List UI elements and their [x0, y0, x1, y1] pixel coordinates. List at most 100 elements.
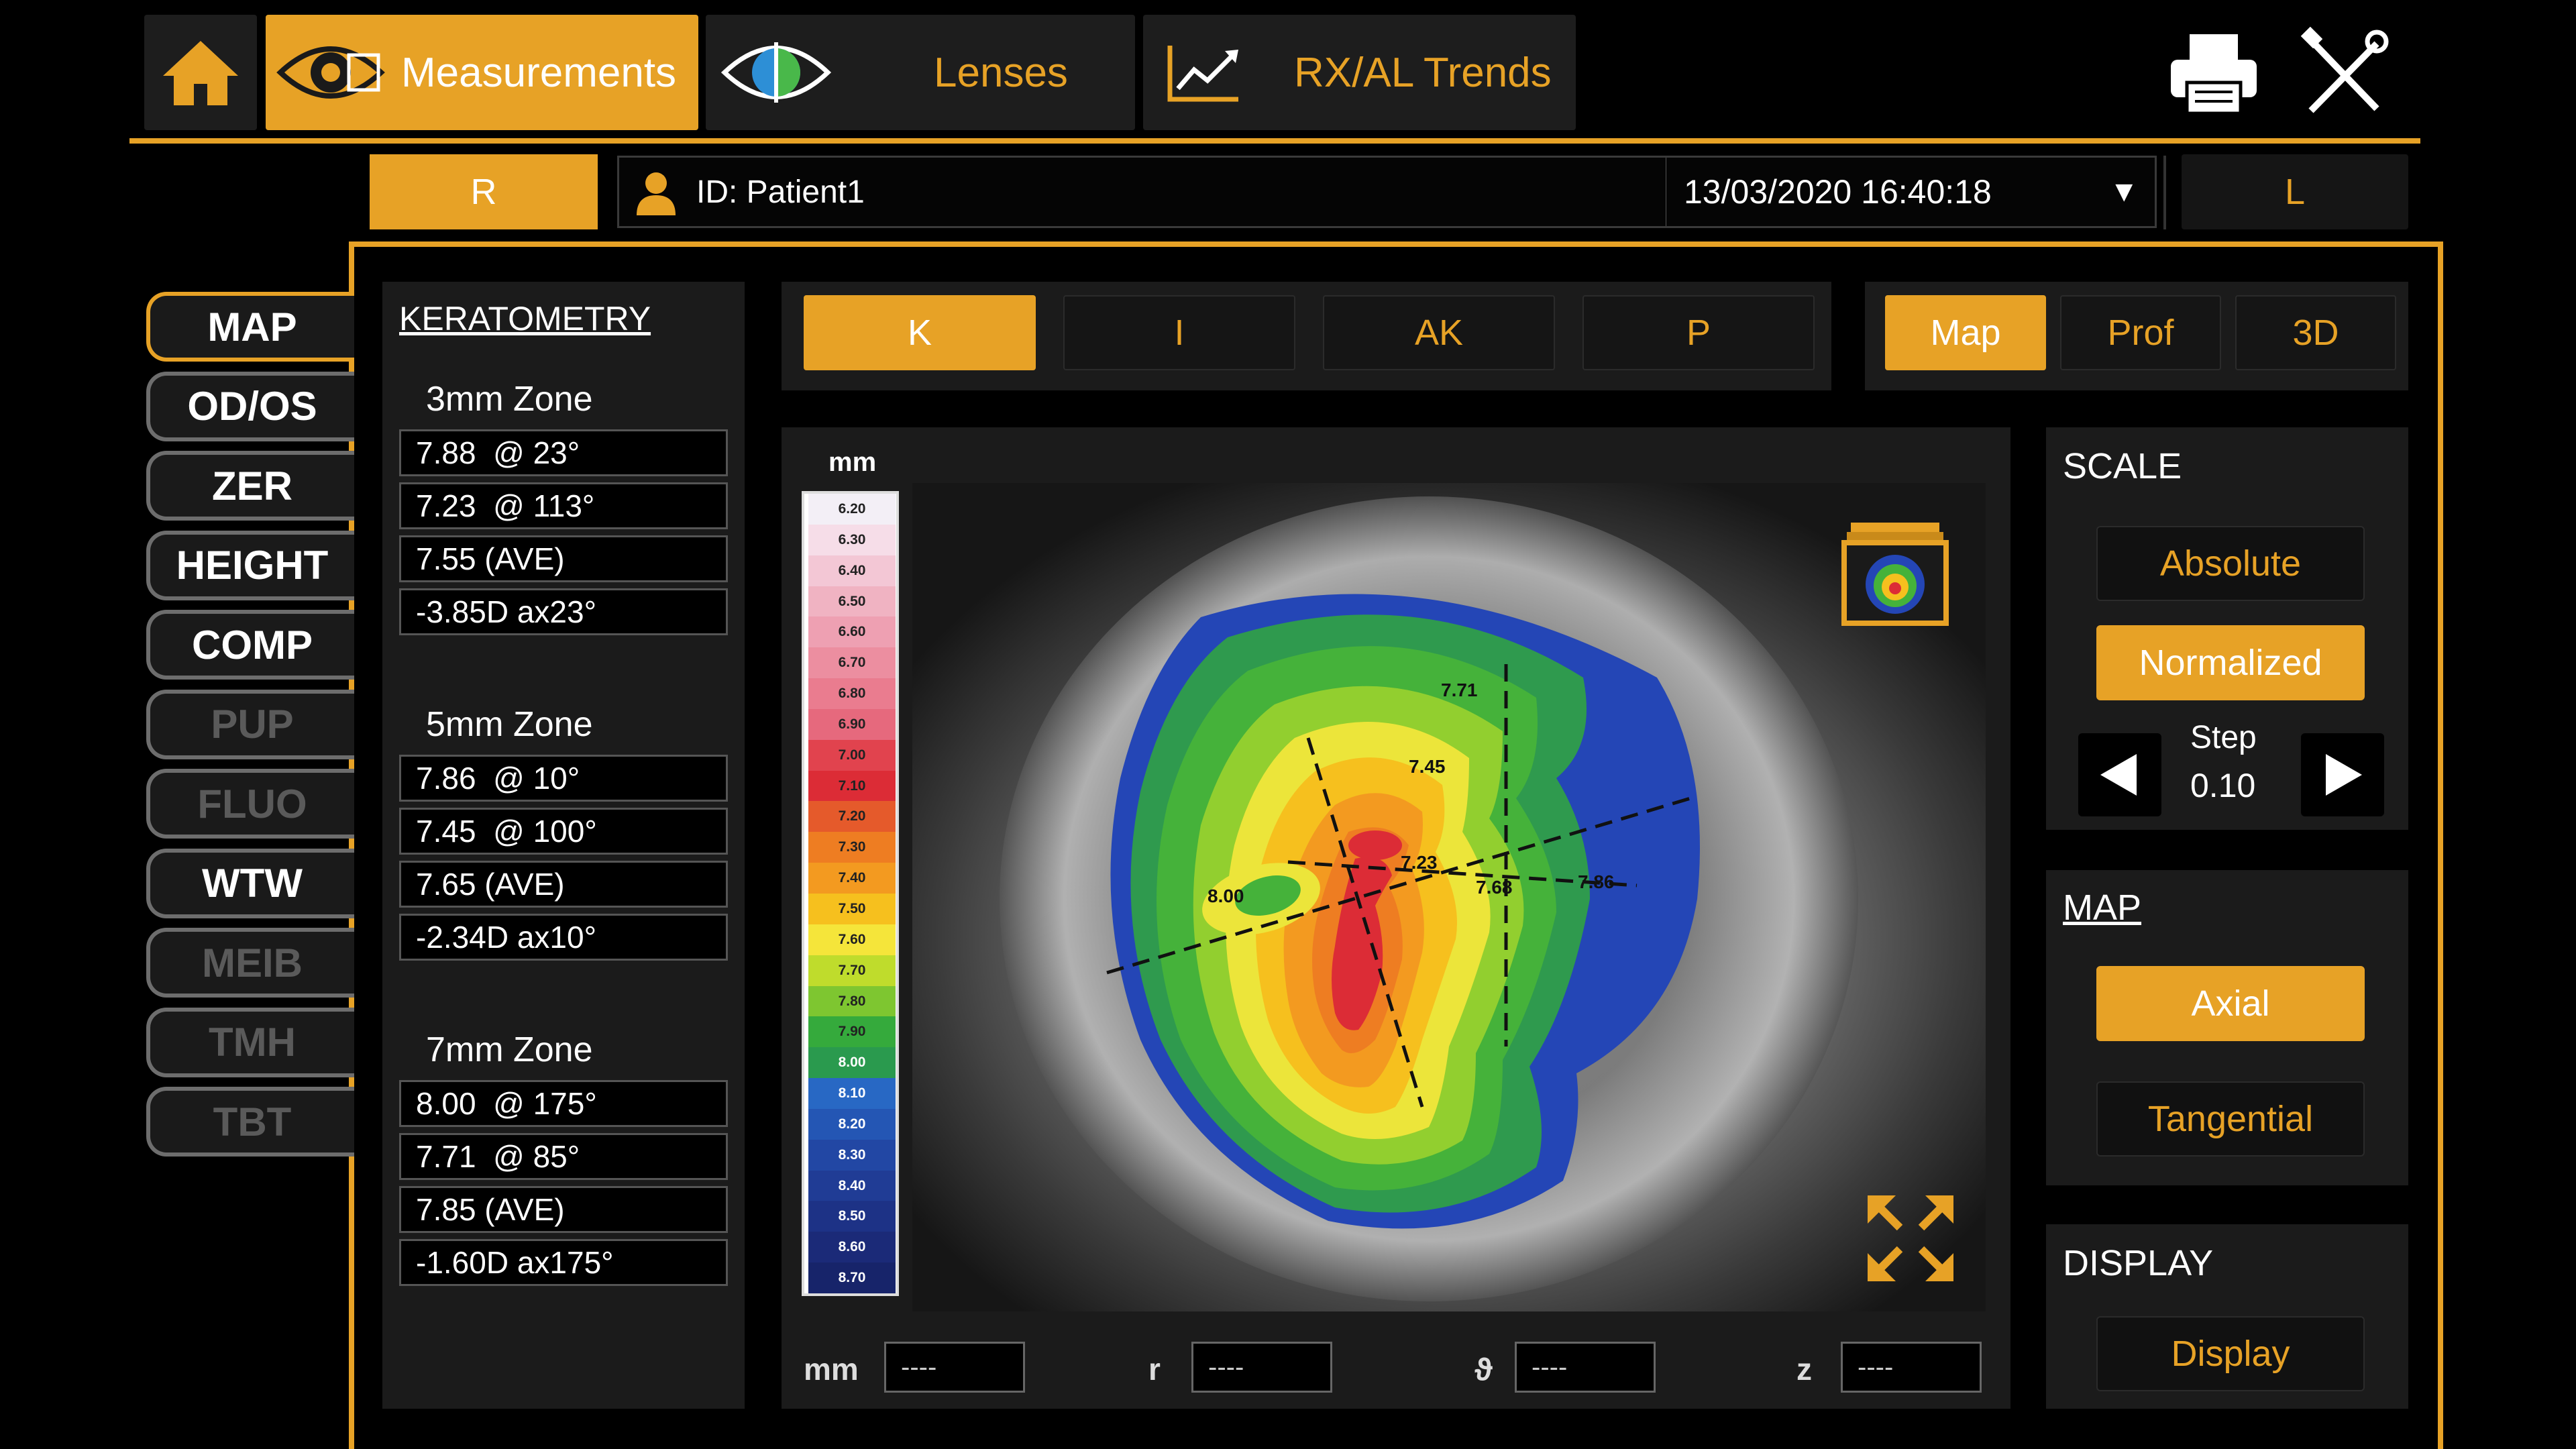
- zone-title: 3mm Zone: [426, 380, 593, 419]
- print-button[interactable]: [2167, 30, 2261, 117]
- side-menu-comp[interactable]: COMP: [146, 610, 354, 680]
- scale-step: 8.60: [808, 1232, 896, 1263]
- scale-step: 8.00: [808, 1047, 896, 1079]
- left-arrow-icon: [2100, 754, 2137, 796]
- side-menu-zer[interactable]: ZER: [146, 451, 354, 521]
- scale-step: 7.90: [808, 1016, 896, 1048]
- expand-button[interactable]: [1865, 1193, 1956, 1284]
- k-value: 7.23 @ 113°: [399, 482, 728, 529]
- patient-bar: ID: Patient1 13/03/2020 16:40:18 ▼: [617, 156, 2157, 228]
- date-dropdown[interactable]: 13/03/2020 16:40:18 ▼: [1669, 160, 2152, 223]
- scale-step: 7.00: [808, 739, 896, 771]
- topo-label-6: 8.00: [1208, 885, 1244, 906]
- scale-step: 8.20: [808, 1108, 896, 1140]
- header-divider: [129, 138, 2420, 144]
- mode-p[interactable]: P: [1582, 295, 1815, 370]
- tab-lenses-label: Lenses: [934, 49, 1068, 96]
- scale-step: 8.10: [808, 1078, 896, 1109]
- scale-step: 6.60: [808, 616, 896, 648]
- scale-step: 6.40: [808, 555, 896, 586]
- corneal-topography-map: 7.71 7.45 7.23 7.68 7.86 8.00: [912, 483, 1986, 1311]
- side-menu-fluo[interactable]: FLUO: [146, 769, 354, 839]
- side-menu-tbt[interactable]: TBT: [146, 1087, 354, 1157]
- scale-step: 7.40: [808, 863, 896, 894]
- k-value: 7.65 (AVE): [399, 861, 728, 908]
- step-value: 0.10: [2190, 767, 2256, 804]
- scale-step: 6.50: [808, 586, 896, 617]
- trend-chart-icon: [1167, 46, 1238, 102]
- axis-lines: [1106, 664, 1691, 1108]
- printer-icon: [2171, 34, 2257, 115]
- tools-icon: [2300, 26, 2389, 113]
- k-value: -1.60D ax175°: [399, 1239, 728, 1286]
- lens-eye-icon: [720, 42, 832, 103]
- step-increase-button[interactable]: [2301, 733, 2384, 816]
- tab-rx-al-trends[interactable]: RX/AL Trends: [1143, 15, 1576, 130]
- scale-step: 6.70: [808, 647, 896, 679]
- k-value: 7.88 @ 23°: [399, 429, 728, 476]
- zone-title: 5mm Zone: [426, 705, 593, 744]
- home-icon: [163, 41, 238, 105]
- scale-unit: mm: [828, 447, 877, 477]
- display-title: DISPLAY: [2063, 1243, 2214, 1283]
- mode-ak[interactable]: AK: [1323, 295, 1555, 370]
- scale-step: 7.50: [808, 894, 896, 924]
- view-prof[interactable]: Prof: [2060, 295, 2221, 370]
- tab-rx-al-trends-label: RX/AL Trends: [1294, 49, 1552, 96]
- topo-label-2: 7.45: [1409, 756, 1446, 777]
- side-menu-wtw[interactable]: WTW: [146, 848, 354, 918]
- topography-contours: [1110, 594, 1700, 1229]
- expand-icon: [1868, 1195, 1953, 1281]
- k-value: -3.85D ax23°: [399, 588, 728, 635]
- side-menu-tmh[interactable]: TMH: [146, 1007, 354, 1077]
- side-menu-map[interactable]: MAP: [146, 292, 354, 362]
- tab-lenses[interactable]: Lenses: [706, 15, 1135, 130]
- scale-step: 7.80: [808, 985, 896, 1017]
- keratometry-title: KERATOMETRY: [399, 300, 651, 337]
- side-menu-meib[interactable]: MEIB: [146, 928, 354, 998]
- step-label: Step: [2190, 720, 2257, 755]
- side-menu-height[interactable]: HEIGHT: [146, 530, 354, 600]
- readout-field: ----: [1515, 1342, 1656, 1393]
- tangential-button[interactable]: Tangential: [2096, 1081, 2365, 1157]
- k-value: 7.45 @ 100°: [399, 808, 728, 855]
- display-button[interactable]: Display: [2096, 1316, 2365, 1391]
- readout-label: mm: [804, 1352, 859, 1387]
- view-3d[interactable]: 3D: [2235, 295, 2396, 370]
- topo-label-3: 7.23: [1401, 852, 1438, 873]
- readout-label: r: [1148, 1352, 1161, 1387]
- readout-field: ----: [1191, 1342, 1332, 1393]
- k-value: 8.00 @ 175°: [399, 1080, 728, 1127]
- right-eye-button[interactable]: R: [370, 154, 598, 229]
- scale-step: 7.30: [808, 832, 896, 863]
- normalized-scale-button[interactable]: Normalized: [2096, 625, 2365, 700]
- scale-step: 8.30: [808, 1139, 896, 1171]
- scale-step: 7.60: [808, 924, 896, 955]
- tab-measurements[interactable]: Measurements: [266, 15, 698, 130]
- scale-step: 6.80: [808, 678, 896, 709]
- k-value: -2.34D ax10°: [399, 914, 728, 961]
- chevron-down-icon: ▼: [2109, 175, 2139, 208]
- axial-button[interactable]: Axial: [2096, 966, 2365, 1041]
- topo-label-5: 7.86: [1578, 871, 1615, 892]
- settings-button[interactable]: [2298, 26, 2392, 121]
- step-decrease-button[interactable]: [2078, 733, 2161, 816]
- patient-divider: [2163, 156, 2166, 229]
- absolute-scale-button[interactable]: Absolute: [2096, 526, 2365, 601]
- mode-i[interactable]: I: [1063, 295, 1295, 370]
- home-button[interactable]: [144, 15, 257, 130]
- k-value: 7.86 @ 10°: [399, 755, 728, 802]
- view-map[interactable]: Map: [1885, 295, 2046, 370]
- scale-step: 6.90: [808, 708, 896, 740]
- mode-k[interactable]: K: [804, 295, 1036, 370]
- side-menu-pup[interactable]: PUP: [146, 689, 354, 759]
- eye-icon: [276, 46, 385, 99]
- user-icon: [637, 172, 676, 215]
- scale-title: SCALE: [2063, 446, 2182, 486]
- topo-value-labels: 7.71 7.45 7.23 7.68 7.86 8.00: [1208, 680, 1615, 906]
- side-menu-od-os[interactable]: OD/OS: [146, 371, 354, 441]
- zone-title: 7mm Zone: [426, 1030, 593, 1069]
- overlay-toggle-button[interactable]: [1841, 520, 1949, 627]
- left-eye-button[interactable]: L: [2182, 154, 2408, 229]
- map-type-title: MAP: [2063, 888, 2142, 928]
